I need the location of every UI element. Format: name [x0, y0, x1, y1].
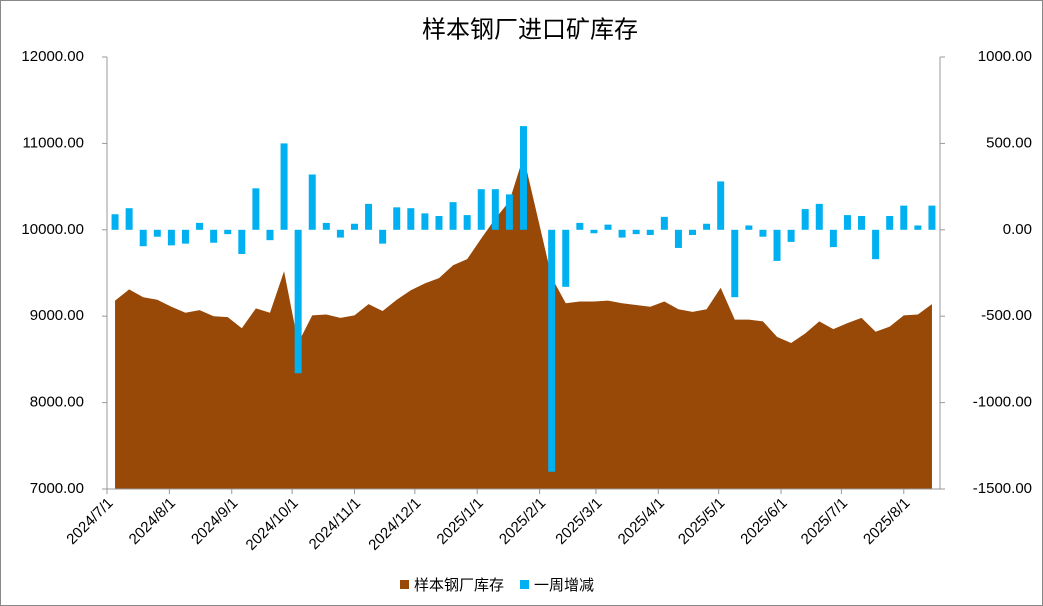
bar — [139, 229, 147, 247]
bar — [153, 229, 161, 237]
bar — [308, 174, 316, 230]
y-tick-label: 9000.00 — [30, 307, 84, 324]
bar — [548, 229, 556, 472]
legend-label: 样本钢厂库存 — [414, 577, 504, 594]
bar — [365, 203, 373, 230]
bar — [435, 215, 443, 230]
bar — [167, 229, 175, 246]
bar — [407, 208, 415, 230]
bar — [689, 229, 697, 235]
y2-tick-label: -1500.00 — [973, 480, 1032, 497]
bar — [125, 208, 133, 230]
y-tick-label: 10000.00 — [21, 221, 84, 238]
bar — [181, 229, 189, 244]
bar — [759, 229, 767, 237]
bar — [829, 229, 837, 248]
bar — [421, 213, 429, 230]
bar — [280, 143, 288, 230]
bar — [928, 205, 936, 230]
bar — [646, 229, 654, 235]
bar — [520, 126, 527, 230]
bar — [463, 215, 471, 230]
bar — [858, 215, 866, 230]
bar — [393, 207, 401, 230]
legend-swatch — [520, 580, 530, 589]
bar — [252, 188, 260, 230]
bar — [322, 222, 330, 230]
bar — [238, 229, 246, 254]
bar — [505, 194, 513, 230]
y2-tick-label: 1000.00 — [978, 48, 1032, 65]
bar — [703, 223, 711, 230]
bar — [224, 229, 232, 235]
bar — [632, 229, 640, 235]
y-tick-label: 11000.00 — [23, 134, 84, 151]
bar — [491, 189, 499, 230]
y2-tick-label: -500.00 — [981, 307, 1032, 324]
legend-label: 一周增减 — [534, 577, 594, 594]
bar — [674, 229, 682, 248]
bar — [350, 223, 358, 230]
bar — [562, 229, 570, 287]
y2-tick-label: 500.00 — [986, 134, 1032, 151]
bar — [294, 229, 302, 374]
bar — [731, 229, 739, 298]
bar — [379, 229, 387, 244]
bar — [815, 203, 823, 230]
bar — [196, 222, 204, 230]
bar — [336, 229, 344, 238]
y2-tick-label: 0.00 — [1003, 221, 1032, 238]
bar — [210, 229, 218, 243]
bar — [576, 222, 584, 230]
bar — [787, 229, 795, 242]
legend-swatch — [400, 580, 409, 589]
y-tick-label: 8000.00 — [30, 394, 84, 411]
area — [115, 156, 932, 490]
bar — [604, 224, 612, 230]
bar — [477, 189, 485, 230]
bar — [745, 225, 753, 230]
bar — [111, 214, 119, 230]
y-tick-label: 12000.00 — [21, 48, 84, 65]
bar — [618, 229, 626, 238]
bar — [801, 209, 809, 230]
bar — [900, 205, 908, 230]
chart-title: 样本钢厂进口矿库存 — [422, 16, 638, 43]
bar — [886, 215, 894, 230]
bar — [660, 216, 668, 230]
bar — [843, 215, 851, 230]
bar — [266, 229, 274, 241]
bar — [872, 229, 880, 260]
bar — [590, 229, 598, 234]
bar — [914, 225, 922, 230]
bar — [449, 202, 457, 230]
bar — [717, 181, 725, 230]
bar — [773, 229, 781, 261]
y2-tick-label: -1000.00 — [973, 394, 1032, 411]
y-tick-label: 7000.00 — [30, 480, 84, 497]
